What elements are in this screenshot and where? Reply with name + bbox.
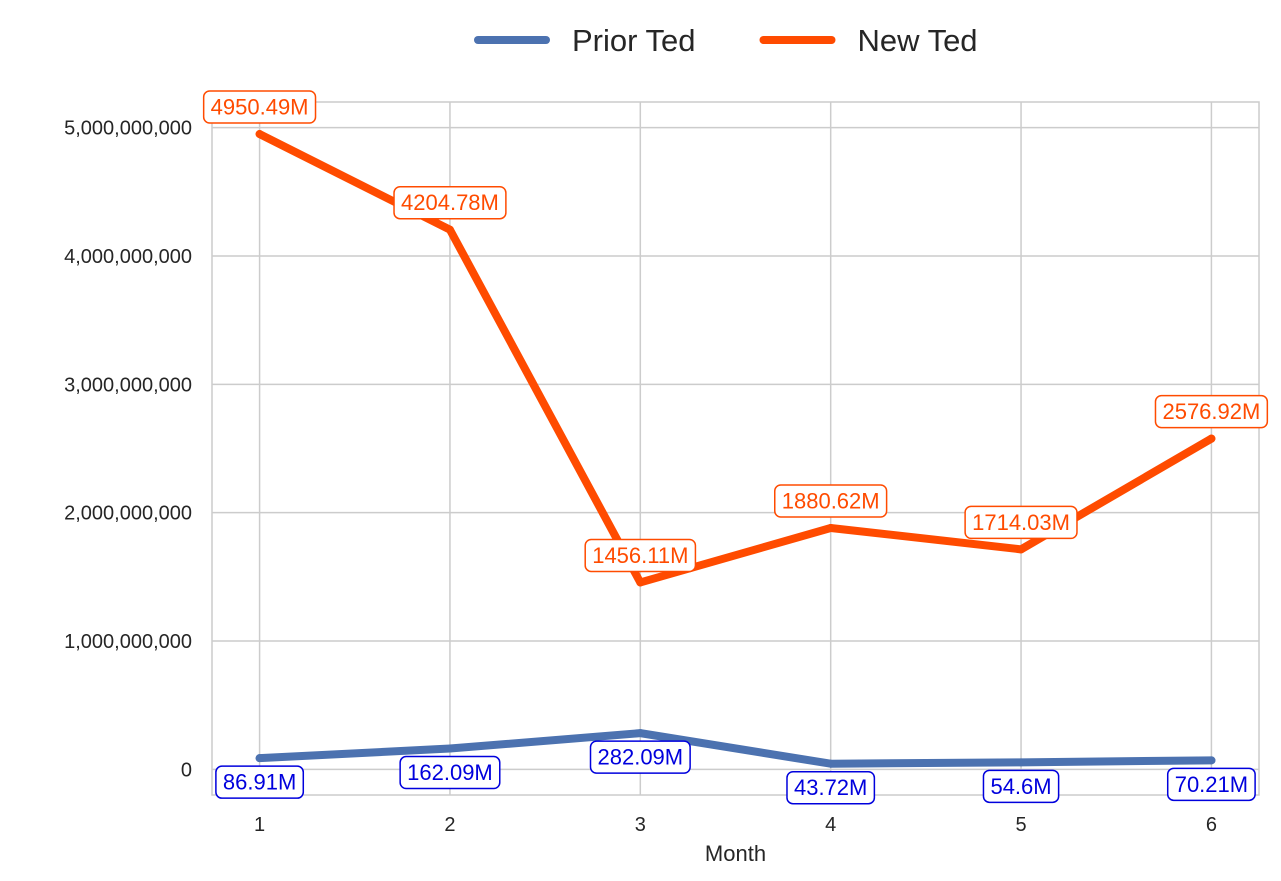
x-axis-label: Month [705, 841, 766, 866]
data-label-box [786, 770, 876, 805]
axis-ticks: 0 1,000,000,000 2,000,000,000 3,000,000,000… [64, 118, 1217, 836]
data-label-box [589, 740, 691, 774]
series-lines [255, 130, 1216, 768]
data-point [636, 578, 645, 587]
data-label-text: 162.09M [407, 760, 493, 785]
y-tick-label: 2,000,000,000 [64, 503, 192, 525]
data-label: 54.6M [982, 769, 1060, 804]
data-point [1207, 756, 1216, 765]
data-point [826, 759, 835, 768]
data-label: 86.91M [215, 765, 305, 799]
data-label-text: 282.09M [598, 745, 684, 770]
data-point [445, 225, 454, 234]
data-label: 1456.11M [584, 538, 697, 573]
data-label: 282.09M [589, 740, 691, 774]
x-tick-label: 2 [444, 814, 455, 836]
data-label-text: 54.6M [990, 774, 1051, 799]
y-tick-label: 4,000,000,000 [64, 246, 192, 268]
series-line [255, 729, 1216, 768]
data-label-text: 4950.49M [211, 95, 309, 120]
data-label-box [584, 538, 697, 573]
series-prior-ted [255, 729, 1216, 768]
data-label: 43.72M [786, 770, 876, 805]
y-tick-label: 3,000,000,000 [64, 374, 192, 396]
legend-label: New Ted [858, 23, 978, 58]
data-label-text: 4204.78M [401, 190, 499, 215]
legend: Prior Ted New Ted [474, 23, 978, 58]
x-tick-label: 4 [825, 814, 836, 836]
data-label-text: 86.91M [223, 770, 296, 795]
data-label: 1714.03M [964, 505, 1078, 540]
data-point [1017, 545, 1026, 554]
data-point [1207, 434, 1216, 443]
data-label-box [399, 755, 501, 790]
data-label-text: 1456.11M [592, 543, 688, 568]
data-label-text: 70.21M [1175, 772, 1248, 797]
data-label-text: 43.72M [794, 775, 867, 800]
data-point [636, 729, 645, 738]
data-label-text: 2576.92M [1162, 399, 1260, 424]
y-tick-label: 5,000,000,000 [64, 118, 192, 140]
y-tick-label: 0 [181, 759, 192, 781]
data-label-box [202, 90, 317, 124]
x-tick-label: 6 [1206, 814, 1217, 836]
x-tick-label: 1 [254, 814, 265, 836]
data-label-text: 1714.03M [972, 510, 1070, 535]
data-point [826, 523, 835, 532]
data-label-box [393, 185, 507, 220]
data-label: 4204.78M [393, 185, 507, 220]
data-point [255, 130, 264, 139]
data-label: 1880.62M [774, 484, 888, 518]
data-point [445, 744, 454, 753]
data-label-box [774, 484, 888, 518]
data-label: 70.21M [1166, 767, 1256, 802]
legend-label: Prior Ted [572, 23, 696, 58]
data-label: 2576.92M [1154, 394, 1269, 429]
legend-item: New Ted [759, 23, 978, 58]
data-label-box [1154, 394, 1269, 429]
plot-frame [211, 101, 1260, 796]
grid [212, 102, 1259, 795]
data-label-box [1166, 767, 1256, 802]
data-label-box [982, 769, 1060, 804]
x-tick-label: 3 [635, 814, 646, 836]
data-label: 4950.49M [202, 90, 317, 124]
y-tick-label: 1,000,000,000 [64, 631, 192, 653]
legend-item: Prior Ted [474, 23, 696, 58]
x-tick-label: 5 [1015, 814, 1026, 836]
data-label-text: 1880.62M [782, 488, 880, 513]
data-label-box [964, 505, 1078, 540]
data-label-box [215, 765, 305, 799]
data-labels: 86.91M 162.09M 282.09M 43.72M 54.6M 70.21M 495… [202, 90, 1269, 805]
data-point [1017, 758, 1026, 767]
data-point [255, 754, 264, 763]
data-label: 162.09M [399, 755, 501, 790]
